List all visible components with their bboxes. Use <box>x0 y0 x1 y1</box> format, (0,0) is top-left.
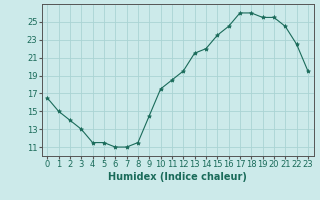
X-axis label: Humidex (Indice chaleur): Humidex (Indice chaleur) <box>108 172 247 182</box>
